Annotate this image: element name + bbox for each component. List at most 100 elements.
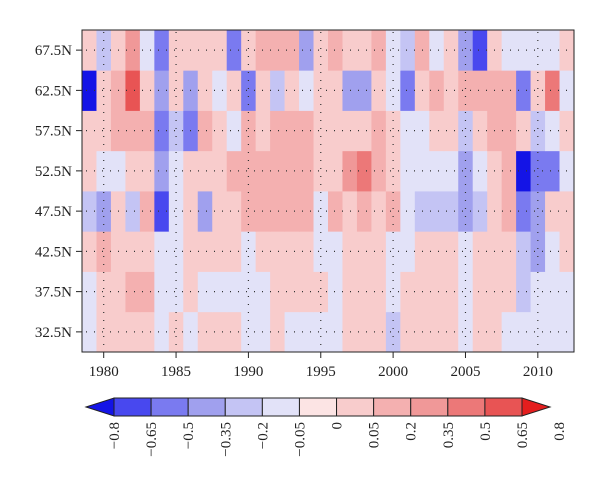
heatmap-cell: [342, 311, 358, 353]
heatmap-cell: [284, 70, 300, 111]
heatmap-cell: [356, 110, 372, 152]
heatmap-cell: [197, 70, 213, 111]
heatmap-cell: [458, 30, 474, 71]
heatmap-cell: [197, 271, 213, 313]
colorbar: −0.8 −0.65 −0.5 −0.35 −0.2 −0.05 0 0.05 0.2 0.35 0…: [84, 397, 568, 457]
heatmap-cell: [516, 231, 531, 272]
heatmap-cell: [212, 191, 228, 232]
colorbar-segment: [484, 397, 523, 417]
heatmap-cell: [168, 271, 184, 313]
heatmap-cell: [458, 271, 474, 313]
heatmap-cell: [212, 110, 228, 152]
heatmap-cell: [545, 110, 560, 152]
heatmap-cell: [241, 191, 257, 232]
colorbar-label: 0.8: [552, 422, 568, 441]
heatmap-cell: [443, 70, 459, 111]
y-axis: 32.5N 37.5N 42.5N 47.5N 52.5N 57.5N 62.5N 67.5N: [35, 43, 82, 341]
heatmap-cell: [530, 110, 546, 152]
heatmap-cell: [212, 311, 228, 353]
heatmap-cell: [125, 70, 141, 111]
heatmap-cell: [226, 191, 242, 232]
heatmap-cell: [284, 191, 300, 232]
heatmap-cell: [516, 271, 531, 313]
heatmap-cell: [212, 231, 228, 272]
heatmap-cell: [313, 271, 329, 313]
heatmap-cell: [299, 70, 314, 111]
colorbar-label: 0.2: [404, 422, 420, 441]
heatmap-cell: [255, 231, 271, 272]
heatmap-cell: [284, 30, 300, 71]
heatmap-cell: [299, 311, 314, 353]
heatmap-cell: [545, 231, 560, 272]
y-tick-label: 57.5N: [35, 124, 72, 140]
heatmap-cell: [400, 271, 416, 313]
colorbar-label: −0.5: [181, 422, 197, 449]
y-tick-label: 32.5N: [35, 325, 72, 341]
heatmap-cell: [270, 191, 285, 232]
heatmap-cell: [226, 30, 242, 71]
heatmap-cell: [501, 311, 517, 353]
heatmap-cell: [82, 70, 97, 111]
heatmap-cell: [501, 110, 517, 152]
heatmap-cell: [429, 30, 445, 71]
colorbar-label: 0.05: [367, 422, 383, 448]
heatmap-cell: [458, 70, 474, 111]
colorbar-label: −0.35: [218, 422, 234, 457]
heatmap-cell: [313, 231, 329, 272]
heatmap-cell: [371, 311, 387, 353]
heatmap-cell: [226, 150, 242, 192]
heatmap-cell: [255, 110, 271, 152]
heatmap-cell: [516, 150, 531, 192]
heatmap-cell: [168, 150, 184, 192]
heatmap-cell: [385, 70, 401, 111]
heatmap-cell: [429, 311, 445, 353]
x-axis: 1980 1985 1990 1995 2000 2005 2010: [89, 352, 553, 380]
y-tick-label: 62.5N: [35, 83, 72, 99]
heatmap-cell: [356, 30, 372, 71]
heatmap-cell: [96, 70, 112, 111]
x-tick-label: 2005: [450, 364, 480, 380]
heatmap-cell: [472, 110, 488, 152]
heatmap-cell: [400, 70, 416, 111]
heatmap-cell: [400, 191, 416, 232]
heatmap-cell: [82, 110, 97, 152]
colorbar-segment: [336, 397, 375, 417]
heatmap-cell: [356, 70, 372, 111]
heatmap-cell: [168, 110, 184, 152]
heatmap-cell: [385, 191, 401, 232]
heatmap-cell: [501, 191, 517, 232]
colorbar-segment: [298, 397, 338, 417]
heatmap-cell: [299, 30, 314, 71]
heatmap-cell: [154, 110, 170, 152]
heatmap-cell: [313, 110, 329, 152]
colorbar-segment: [224, 397, 263, 417]
heatmap-cell: [429, 191, 445, 232]
x-tick-label: 2000: [378, 364, 408, 380]
heatmap-cell: [154, 150, 170, 192]
heatmap-cell: [299, 191, 314, 232]
heatmap-cell: [371, 70, 387, 111]
heatmap-cell: [516, 191, 531, 232]
heatmap-cell: [472, 311, 488, 353]
heatmap-cell: [241, 70, 257, 111]
heatmap-cell: [530, 311, 546, 353]
x-tick-label: 1980: [89, 364, 119, 380]
heatmap-cell: [328, 271, 343, 313]
heatmap-cell: [241, 311, 257, 353]
heatmap-cell: [356, 311, 372, 353]
heatmap-cell: [458, 231, 474, 272]
heatmap-cell: [96, 110, 112, 152]
heatmap-cell: [530, 191, 546, 232]
heatmap-cell: [226, 271, 242, 313]
heatmap-cell: [458, 311, 474, 353]
heatmap-cell: [197, 110, 213, 152]
heatmap-cell: [241, 150, 257, 192]
heatmap-cell: [154, 30, 170, 71]
heatmap-cell: [371, 150, 387, 192]
heatmap-cell: [400, 311, 416, 353]
heatmap-cell: [443, 110, 459, 152]
heatmap-cell: [139, 191, 155, 232]
heatmap-cell: [197, 311, 213, 353]
colorbar-segment: [150, 397, 189, 417]
